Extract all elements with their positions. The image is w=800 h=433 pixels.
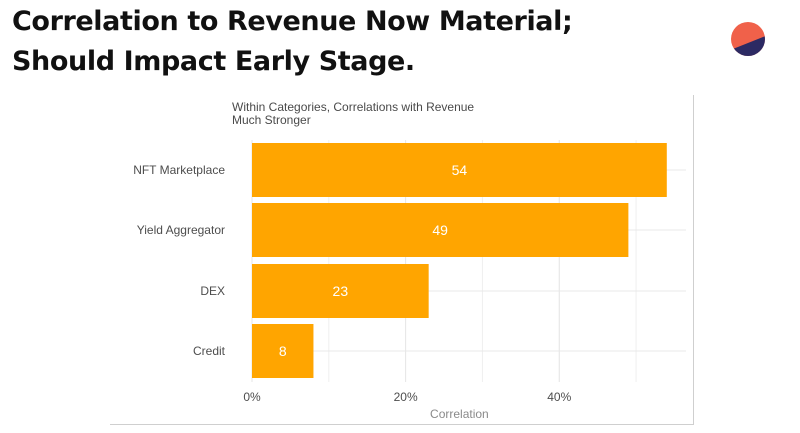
x-tick-label-2: 40% — [547, 390, 571, 404]
x-tick-label-0: 0% — [243, 390, 261, 404]
chart-frame — [110, 95, 694, 425]
bar-2 — [252, 264, 429, 318]
category-label-1: Yield Aggregator — [137, 223, 225, 237]
data-label-1: 49 — [432, 222, 448, 238]
category-label-3: Credit — [193, 344, 226, 358]
chart-title-line-1: Within Categories, Correlations with Rev… — [232, 100, 475, 114]
slide-title-line-2: Should Impact Early Stage. — [12, 46, 415, 77]
bar-0 — [252, 143, 667, 197]
split-circle-logo-icon — [731, 22, 765, 56]
data-label-2: 23 — [333, 283, 349, 299]
slide-title: Correlation to Revenue Now Material; Sho… — [12, 2, 672, 82]
slide-title-line-1: Correlation to Revenue Now Material; — [12, 6, 573, 37]
data-label-3: 8 — [279, 343, 287, 359]
data-label-0: 54 — [452, 162, 468, 178]
x-axis-title: Correlation — [430, 407, 489, 421]
category-label-2: DEX — [200, 284, 225, 298]
x-tick-label-1: 20% — [394, 390, 418, 404]
chart-title: Within Categories, Correlations with Rev… — [232, 101, 532, 127]
bar-3 — [252, 324, 314, 378]
bar-1 — [252, 203, 629, 257]
chart-title-line-2: Much Stronger — [232, 113, 311, 127]
category-label-0: NFT Marketplace — [133, 163, 225, 177]
